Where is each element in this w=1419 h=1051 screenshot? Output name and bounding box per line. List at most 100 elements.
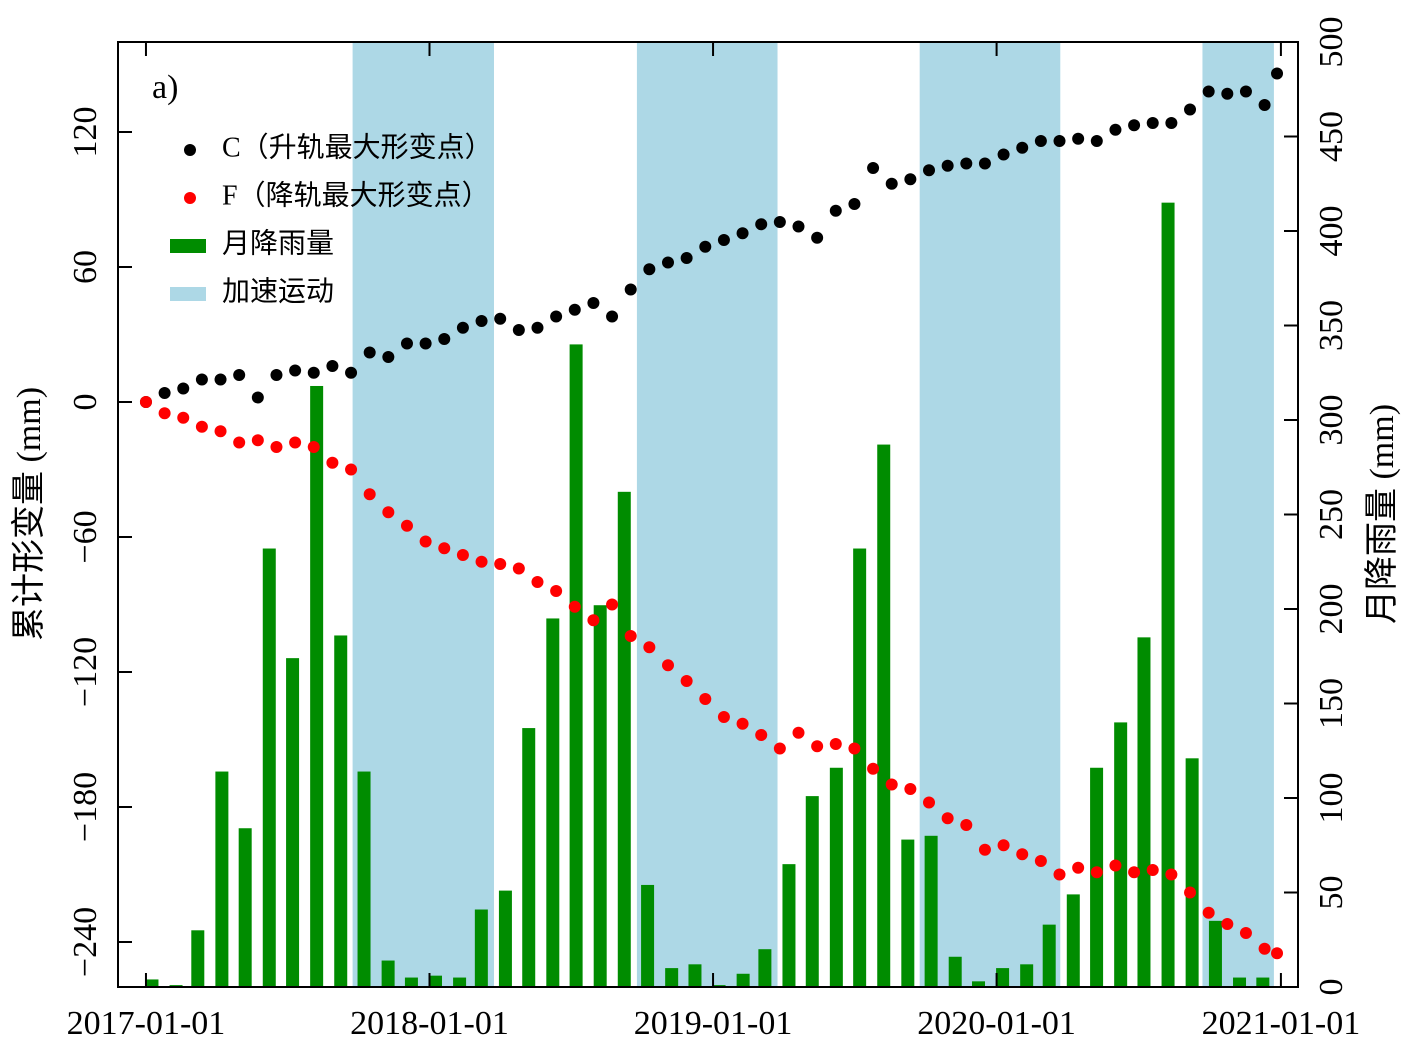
point (1202, 906, 1215, 919)
bar (1233, 977, 1247, 987)
bar (1137, 637, 1151, 987)
bar (474, 909, 488, 987)
y2-tick-label: 400 (1313, 206, 1350, 257)
point (829, 204, 842, 217)
point (997, 148, 1010, 161)
point (177, 382, 190, 395)
bar (404, 977, 418, 987)
point (848, 198, 861, 210)
point (1016, 848, 1029, 861)
point (289, 436, 302, 449)
point (419, 337, 432, 350)
point (904, 783, 917, 795)
point (1239, 85, 1252, 98)
point (382, 351, 395, 363)
point (438, 333, 451, 345)
bars (145, 202, 1270, 988)
y2-tick-label: 200 (1313, 584, 1350, 635)
bar (617, 491, 631, 987)
point (400, 337, 413, 350)
point (195, 373, 208, 386)
y2-tick-label: 300 (1313, 395, 1350, 446)
point (1146, 864, 1159, 876)
point (326, 360, 339, 372)
bar (972, 981, 986, 987)
bar (805, 796, 819, 987)
point (139, 396, 152, 408)
point (773, 742, 786, 755)
point (773, 216, 786, 228)
span (1202, 42, 1274, 987)
point (1258, 99, 1271, 111)
bar (924, 835, 938, 987)
point (214, 425, 227, 438)
bar (429, 975, 443, 987)
point (456, 549, 469, 561)
y2-tick-label: 100 (1313, 773, 1350, 824)
bar (310, 385, 324, 988)
y2-tick-label: 500 (1313, 17, 1350, 68)
point (978, 843, 991, 856)
span (636, 42, 778, 987)
bar (1208, 920, 1222, 987)
point (643, 263, 656, 276)
bar (1256, 977, 1270, 987)
bar (546, 618, 560, 987)
bar (593, 605, 607, 987)
point (829, 738, 842, 750)
point (624, 630, 637, 642)
bar (1042, 924, 1056, 987)
bar (877, 444, 891, 987)
bar (215, 771, 229, 987)
point (736, 717, 749, 730)
point (1271, 947, 1284, 960)
point (214, 373, 227, 386)
point (736, 227, 749, 240)
bar (262, 548, 276, 987)
point (1090, 866, 1103, 879)
x-tick-label: 2018-01-01 (350, 1005, 509, 1042)
point (997, 839, 1010, 852)
point (512, 324, 525, 336)
point (755, 729, 768, 741)
bar (901, 839, 915, 987)
point (587, 614, 600, 627)
bar (569, 344, 583, 987)
point (345, 366, 358, 379)
point (811, 740, 824, 753)
y-tick-label: −240 (67, 907, 104, 977)
point (1034, 135, 1047, 147)
point (1109, 859, 1122, 872)
point (904, 173, 917, 186)
point (792, 726, 805, 739)
point (456, 321, 469, 334)
bar (996, 968, 1010, 987)
bar (1185, 758, 1199, 987)
points (139, 67, 1284, 960)
spans (352, 42, 1274, 987)
point (270, 441, 283, 453)
x-tick-label: 2019-01-01 (634, 1005, 793, 1042)
point (363, 488, 376, 501)
point (1016, 141, 1029, 154)
point (251, 434, 264, 447)
point (233, 436, 246, 449)
legend-marker (170, 239, 206, 253)
bar (853, 548, 867, 987)
point (494, 312, 507, 325)
point (1128, 866, 1141, 879)
bar (758, 949, 772, 987)
point (1034, 855, 1047, 867)
point (699, 693, 712, 705)
point (1109, 123, 1122, 136)
point (1128, 119, 1141, 132)
point (1072, 132, 1085, 145)
point (438, 542, 451, 555)
point (195, 420, 208, 433)
point (419, 535, 432, 548)
point (1202, 85, 1215, 98)
bar (334, 635, 348, 987)
point (606, 310, 619, 323)
point (568, 600, 581, 613)
